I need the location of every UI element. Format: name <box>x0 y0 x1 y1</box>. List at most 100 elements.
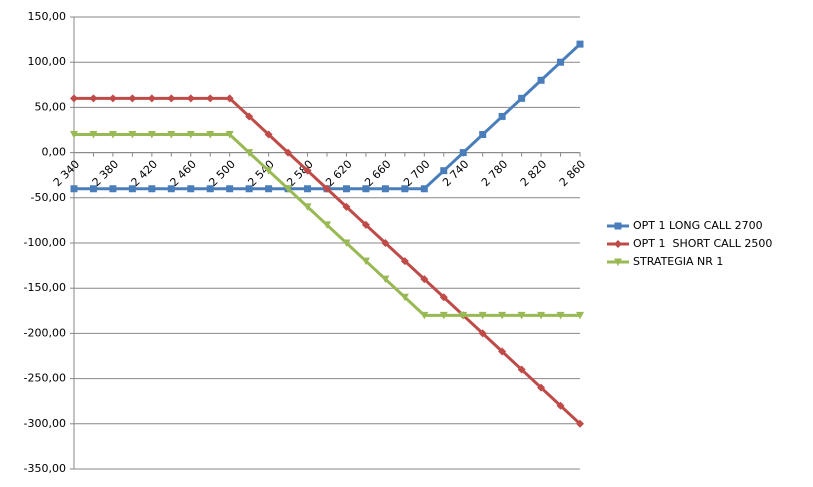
marker <box>381 185 389 193</box>
marker <box>576 40 584 48</box>
marker <box>342 185 350 193</box>
marker <box>440 167 448 175</box>
marker <box>264 167 273 175</box>
marker <box>245 112 254 121</box>
marker <box>420 185 428 193</box>
marker <box>108 131 117 139</box>
y-tick-label: 0,00 <box>42 146 67 159</box>
marker <box>517 311 526 320</box>
marker <box>303 203 312 211</box>
marker <box>167 94 176 103</box>
x-tick-label: 2 500 <box>206 158 237 189</box>
marker <box>167 131 176 139</box>
marker <box>70 185 78 193</box>
marker <box>342 239 351 247</box>
marker <box>147 131 156 139</box>
marker <box>479 131 487 139</box>
y-tick-label: -100,00 <box>24 236 66 249</box>
x-tick-label: 2 460 <box>168 158 199 189</box>
marker <box>439 293 448 302</box>
marker <box>265 185 273 193</box>
marker <box>284 185 293 193</box>
x-tick-label: 2 860 <box>557 158 588 189</box>
marker <box>226 185 234 193</box>
marker <box>518 94 526 102</box>
marker <box>361 257 370 266</box>
marker <box>381 239 390 247</box>
marker <box>537 76 545 84</box>
marker <box>245 149 254 157</box>
marker <box>89 185 97 193</box>
y-tick-label: 150,00 <box>28 10 67 23</box>
marker <box>206 131 215 139</box>
marker <box>284 148 293 157</box>
marker <box>498 311 507 320</box>
legend-label: OPT 1 LONG CALL 2700 <box>633 219 763 232</box>
marker <box>459 311 468 320</box>
marker <box>576 419 584 428</box>
y-tick-label: 100,00 <box>28 55 67 68</box>
legend-marker <box>614 258 622 266</box>
marker <box>557 58 565 66</box>
marker <box>206 185 214 193</box>
marker <box>537 311 546 320</box>
x-tick-label: 2 340 <box>51 158 82 189</box>
marker <box>225 94 234 103</box>
marker <box>304 185 312 193</box>
legend-marker <box>614 222 622 230</box>
marker <box>342 202 351 211</box>
y-tick-label: -150,00 <box>24 281 66 294</box>
marker <box>323 184 331 193</box>
y-tick-label: -200,00 <box>24 326 66 339</box>
marker <box>498 347 507 356</box>
marker <box>187 185 195 193</box>
marker <box>186 94 195 103</box>
marker <box>498 112 506 120</box>
y-tick-label: 50,00 <box>35 100 67 113</box>
marker <box>420 275 429 284</box>
marker <box>556 311 565 320</box>
marker <box>400 293 409 302</box>
marker <box>517 365 526 374</box>
marker <box>186 131 195 139</box>
marker <box>381 275 390 284</box>
marker <box>537 383 546 392</box>
marker <box>459 149 467 157</box>
y-tick-label: -250,00 <box>24 372 66 385</box>
x-tick-label: 2 820 <box>518 158 549 189</box>
marker <box>323 221 331 229</box>
marker <box>108 94 117 103</box>
marker <box>70 131 78 139</box>
marker <box>401 185 409 193</box>
x-tick-label: 2 620 <box>323 158 354 189</box>
y-tick-label: -50,00 <box>31 191 66 204</box>
marker <box>361 220 370 229</box>
marker <box>362 185 370 193</box>
legend-marker <box>614 240 622 248</box>
x-tick-label: 2 420 <box>129 158 160 189</box>
legend-label: OPT 1 SHORT CALL 2500 <box>633 237 772 250</box>
x-tick-label: 2 780 <box>479 158 510 189</box>
y-tick-label: -300,00 <box>24 417 66 430</box>
marker <box>148 185 156 193</box>
marker <box>576 311 584 320</box>
marker <box>478 329 487 338</box>
marker <box>556 401 565 410</box>
marker <box>167 185 175 193</box>
marker <box>225 131 234 139</box>
marker <box>245 185 253 193</box>
x-tick-label: 2 380 <box>90 158 121 189</box>
marker <box>439 311 448 320</box>
x-tick-label: 2 660 <box>362 158 393 189</box>
marker <box>128 131 137 139</box>
legend-label: STRATEGIA NR 1 <box>633 255 723 268</box>
marker <box>128 94 137 103</box>
marker <box>420 311 429 320</box>
marker <box>109 185 117 193</box>
series-line <box>74 96 582 425</box>
marker <box>478 311 487 320</box>
marker <box>70 94 78 103</box>
marker <box>128 185 136 193</box>
y-tick-label: -350,00 <box>24 462 66 475</box>
marker <box>303 166 312 175</box>
